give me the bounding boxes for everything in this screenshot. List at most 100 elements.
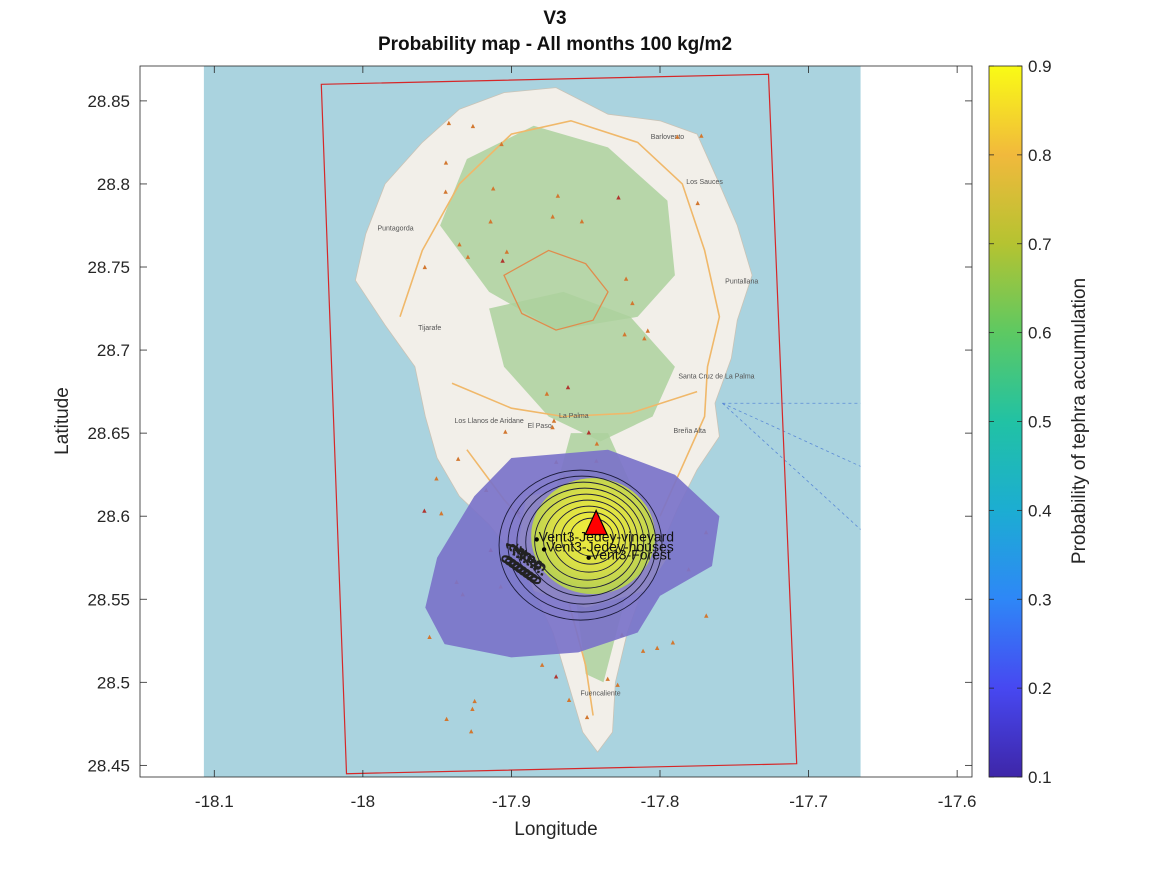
target-points: Vent3-Jedey-vineyardVent3-Jedey-housesVe… <box>534 528 674 563</box>
colorbar-tick-label: 0.2 <box>1028 679 1052 698</box>
colorbar-tick-label: 0.5 <box>1028 413 1052 432</box>
y-tick-label: 28.8 <box>97 175 130 194</box>
peak-marker <box>584 714 590 720</box>
peak-marker <box>439 511 444 516</box>
peak-marker <box>488 219 493 224</box>
figure-title-line1: V3 <box>543 8 567 29</box>
town-label: Barlovento <box>651 134 685 141</box>
peak-marker <box>615 682 620 687</box>
forest-area-central <box>489 291 675 442</box>
peak-marker <box>699 133 704 138</box>
y-axis-label: Latitude <box>52 387 73 455</box>
town-label: Puntallana <box>725 279 758 286</box>
y-tick-label: 28.7 <box>97 341 130 360</box>
caldera-boundary <box>503 249 609 331</box>
peak-marker <box>551 418 557 423</box>
peak-marker <box>550 214 555 219</box>
ferry-route-line <box>722 402 861 530</box>
peak-marker <box>422 264 427 270</box>
contour-line <box>498 469 663 621</box>
peak-marker <box>630 300 635 306</box>
peak-marker <box>566 697 572 702</box>
x-tick-label: -17.9 <box>492 792 531 811</box>
colorbar <box>989 66 1022 777</box>
town-label: Los Llanos de Aridane <box>455 418 524 425</box>
peak-marker <box>503 429 508 434</box>
peak-marker <box>443 189 448 194</box>
town-label: Fuencaliente <box>581 691 621 698</box>
town-label: La Palma <box>559 413 589 420</box>
probability-contours <box>498 469 663 621</box>
peak-marker <box>704 613 709 618</box>
peak-marker <box>446 120 452 126</box>
peak-marker <box>640 648 646 653</box>
town-label: El Paso <box>528 423 552 430</box>
forest-area-north <box>440 125 675 331</box>
peak-marker <box>470 706 475 711</box>
y-axis-ticks: 28.45 28.5 28.55 28.6 28.65 28.7 28.75 28.8 28.8… <box>87 92 972 775</box>
target-marker <box>534 537 539 542</box>
peak-marker <box>642 336 647 341</box>
peak-marker <box>553 674 559 679</box>
domain-box <box>320 73 798 775</box>
x-tick-label: -18 <box>351 792 376 811</box>
contour-line <box>543 499 632 581</box>
colorbar-ticks: 0.1 0.2 0.3 0.4 0.5 0.6 0.7 0.8 0.9 <box>989 57 1052 787</box>
colorbar-tick-label: 0.7 <box>1028 235 1052 254</box>
contour-line <box>560 511 620 565</box>
y-tick-label: 28.45 <box>87 756 130 775</box>
y-tick-label: 28.75 <box>87 258 130 277</box>
contour-line <box>551 505 626 573</box>
peak-marker <box>645 328 650 333</box>
road-coastal <box>399 119 721 517</box>
peak-marker <box>594 441 600 446</box>
peak-marker <box>675 134 680 139</box>
town-label: Santa Cruz de La Palma <box>678 373 754 380</box>
figure-title-line2: Probability map - All months 100 kg/m2 <box>377 34 733 55</box>
target-marker <box>586 555 591 560</box>
peak-marker <box>670 640 676 645</box>
x-axis-ticks: -18.1 -18 -17.9 -17.8 -17.7 -17.6 <box>195 66 977 811</box>
peak-marker <box>550 424 555 430</box>
peak-marker <box>427 634 432 640</box>
colorbar-label: Probability of tephra accumulation <box>1069 278 1090 564</box>
peak-marker <box>434 476 439 481</box>
colorbar-tick-label: 0.3 <box>1028 590 1052 609</box>
y-tick-label: 28.65 <box>87 424 130 443</box>
contour-line <box>507 475 657 613</box>
target-marker <box>541 547 547 552</box>
peak-marker <box>654 645 660 650</box>
colorbar-tick-label: 0.4 <box>1028 501 1052 520</box>
x-tick-label: -17.8 <box>641 792 680 811</box>
vent-marker <box>584 509 609 536</box>
y-tick-label: 28.85 <box>87 92 130 111</box>
x-tick-label: -18.1 <box>195 792 234 811</box>
peak-marker <box>422 508 427 513</box>
peak-marker <box>586 430 592 435</box>
colorbar-tick-label: 0.1 <box>1028 768 1052 787</box>
town-label: Breña Alta <box>674 428 706 435</box>
contour-line <box>525 487 645 597</box>
peak-marker <box>500 258 505 263</box>
peak-marker <box>616 195 621 200</box>
colorbar-tick-label: 0.6 <box>1028 324 1052 343</box>
target-label: Vent3-Forest <box>591 547 671 563</box>
peak-marker <box>544 391 550 396</box>
peak-marker <box>457 242 462 247</box>
peak-marker <box>605 676 610 681</box>
peak-marker <box>465 254 471 259</box>
ferry-routes <box>722 402 861 530</box>
peak-marker <box>579 219 585 224</box>
target-label: Vent3-Jedey-houses <box>546 538 674 554</box>
peak-marker <box>470 123 476 129</box>
peak-marker <box>555 193 561 198</box>
peak-marker <box>455 456 461 461</box>
contour-line <box>534 493 639 589</box>
peak-marker <box>695 200 700 206</box>
contour-line <box>569 517 614 557</box>
peak-marker <box>539 662 545 667</box>
peak-marker <box>443 160 449 165</box>
contour-line <box>516 481 651 605</box>
colorbar-tick-label: 0.9 <box>1028 57 1052 76</box>
